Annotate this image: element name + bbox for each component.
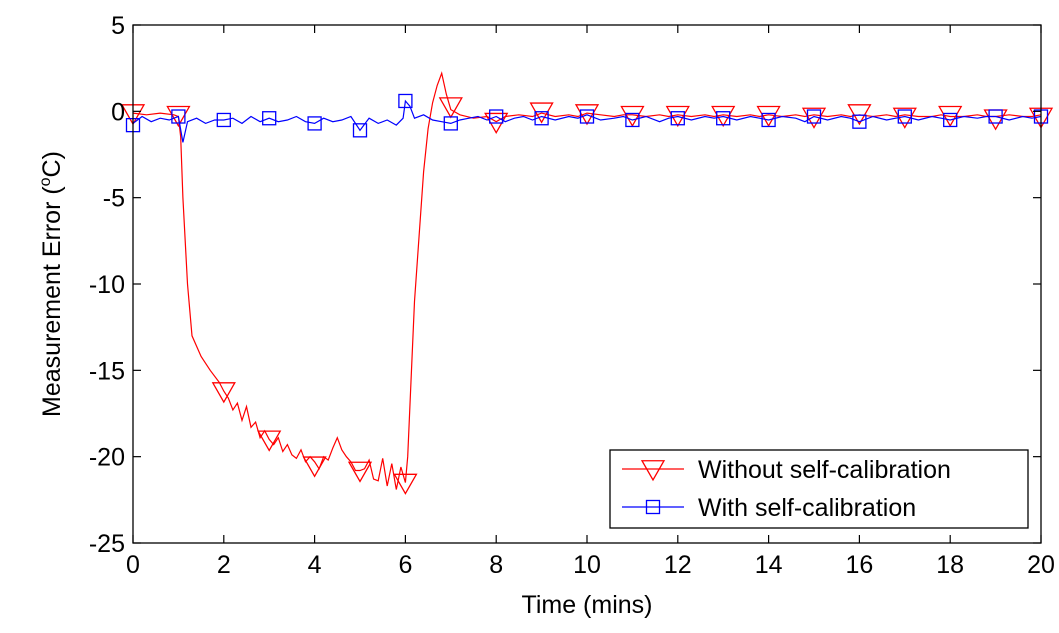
x-tick-label: 12 [664, 551, 692, 579]
x-tick-label: 8 [489, 551, 503, 579]
series-without-calibration [120, 71, 1054, 495]
y-axis-title-superscript: o [37, 177, 54, 186]
square-marker [443, 116, 458, 131]
legend-triangle-marker [640, 460, 666, 482]
triangle-marker [166, 105, 191, 128]
x-tick-label: 14 [755, 551, 783, 579]
square-marker [625, 112, 640, 128]
triangle-marker [438, 97, 463, 119]
square-marker [761, 112, 776, 128]
x-tick-label: 16 [845, 551, 873, 579]
triangle-marker [756, 105, 781, 128]
square-marker [262, 111, 277, 126]
triangle-marker [302, 456, 327, 478]
triangle-marker [257, 430, 282, 452]
x-tick-label: 2 [217, 551, 231, 579]
square-marker [398, 93, 413, 109]
x-axis-ticks: 0 2 4 6 8 10 12 14 16 18 20 [126, 25, 1055, 579]
y-tick-label: -20 [89, 444, 125, 472]
square-marker [852, 114, 867, 129]
legend-square-symbol [645, 499, 661, 515]
square-marker [307, 116, 322, 131]
x-tick-label: 4 [308, 551, 322, 579]
square-marker [489, 109, 504, 124]
y-tick-label: -25 [89, 530, 125, 558]
triangle-marker [393, 473, 418, 495]
triangle-marker [211, 382, 236, 404]
square-marker [806, 109, 822, 124]
triangle-marker [529, 102, 554, 124]
square-marker [943, 112, 958, 128]
triangle-marker [711, 105, 736, 128]
y-tick-label: -10 [89, 271, 125, 299]
y-tick-label: 5 [111, 12, 125, 40]
x-tick-label: 0 [126, 551, 140, 579]
square-marker [352, 123, 368, 138]
plot-area: 0 2 4 6 8 10 12 14 16 18 20 5 0 -5 -10 -15 -20 -25 [89, 12, 1055, 579]
x-tick-label: 10 [573, 551, 601, 579]
triangle-marker [847, 104, 872, 126]
square-marker [216, 112, 231, 128]
square-marker [670, 111, 685, 126]
y-axis-title-suffix: C) [38, 151, 66, 177]
legend-box [609, 449, 1029, 529]
y-axis-title-prefix: Measurement Error ( [38, 186, 66, 417]
series-layer [120, 71, 1054, 495]
series-line [132, 71, 1042, 490]
triangle-marker [574, 104, 600, 126]
square-marker [716, 111, 731, 126]
triangle-marker [347, 461, 373, 483]
triangle-marker [620, 105, 645, 128]
x-axis-title: Time (mins) [521, 591, 652, 619]
triangle-marker [665, 105, 690, 128]
legend-label-with-calibration: With self-calibration [698, 494, 916, 522]
square-marker [171, 109, 186, 124]
x-tick-label: 6 [398, 551, 412, 579]
legend-triangle-symbol [640, 460, 666, 482]
square-marker [988, 109, 1003, 124]
square-marker [897, 109, 912, 124]
square-marker [534, 111, 549, 126]
legend-label-without-calibration: Without self-calibration [698, 456, 951, 484]
legend: Without self-calibration With self-calib… [609, 449, 1029, 529]
legend-square-marker [645, 499, 661, 515]
triangle-marker [938, 105, 963, 128]
y-axis-title: Measurement Error (oC) [37, 151, 66, 417]
x-tick-label: 18 [936, 551, 964, 579]
y-tick-label: -15 [89, 357, 125, 385]
square-marker [579, 109, 595, 124]
y-tick-label: -5 [103, 185, 125, 213]
y-axis-ticks: 5 0 -5 -10 -15 -20 -25 [89, 12, 1041, 558]
x-tick-label: 20 [1027, 551, 1055, 579]
y-tick-label: 0 [111, 98, 125, 126]
